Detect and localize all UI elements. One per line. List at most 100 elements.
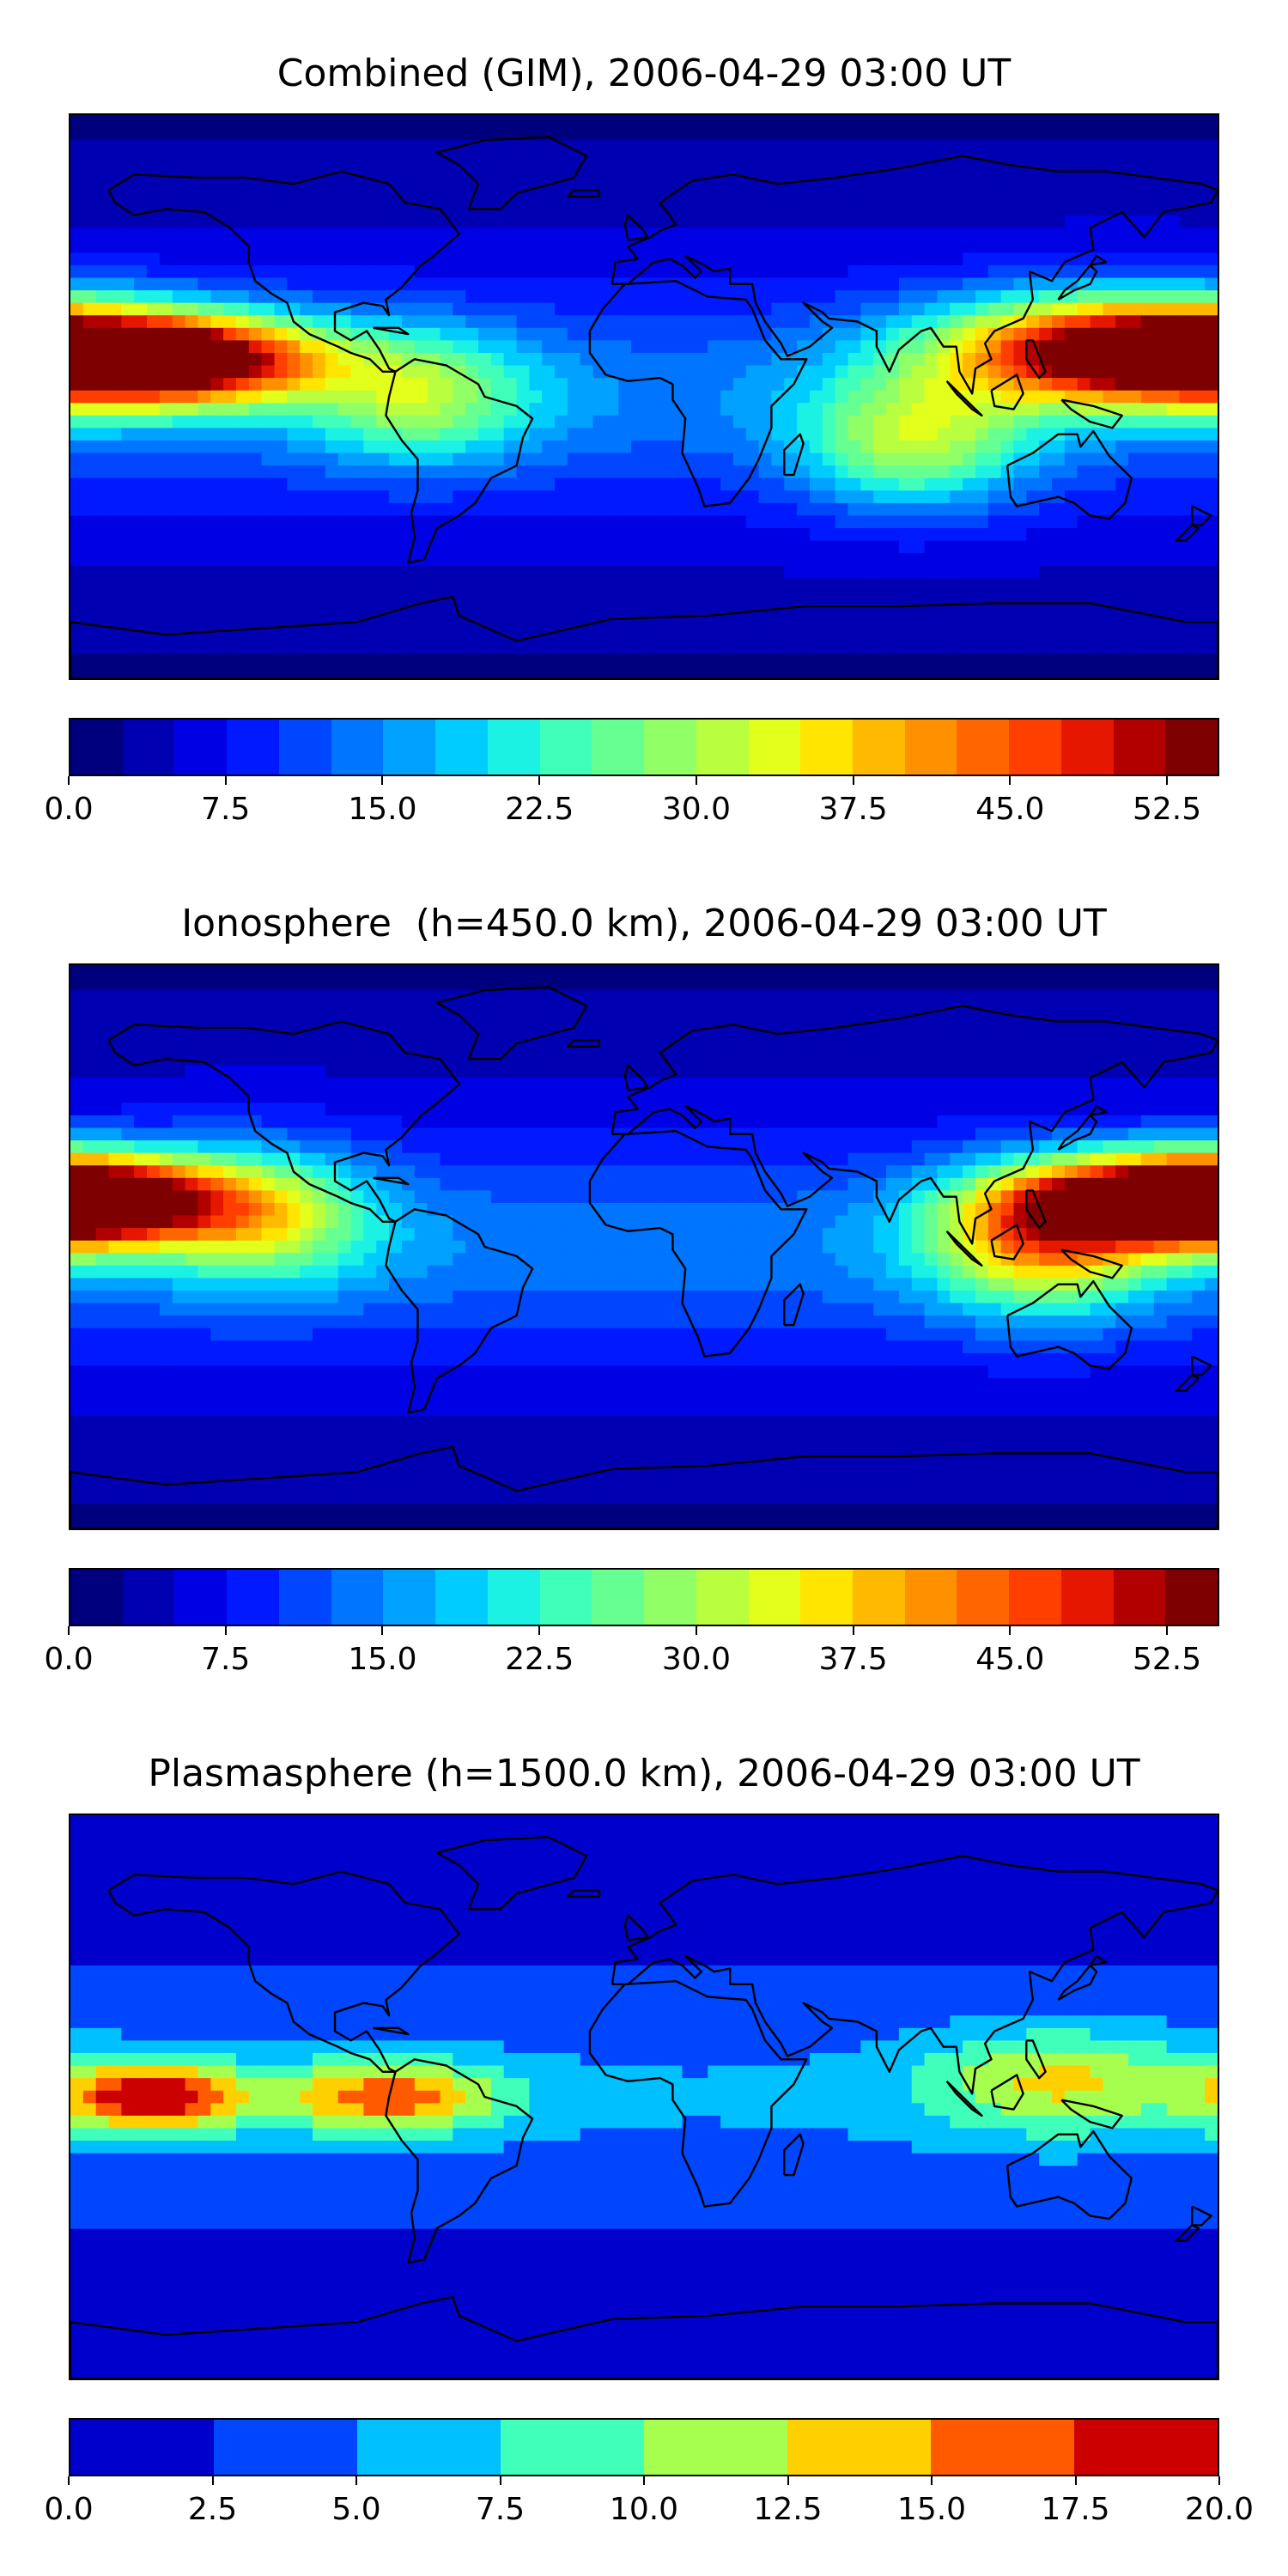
coastlines [70, 986, 1218, 1528]
colorbar-tick-mark [852, 776, 854, 785]
colorbar-segment [227, 720, 279, 775]
colorbar-segment [539, 1570, 592, 1625]
colorbar-tick-mark [1218, 2476, 1220, 2485]
panel-title-combined: Combined (GIM), 2006-04-29 03:00 UT [276, 52, 1012, 95]
colorbar-segment [435, 720, 488, 775]
coastline [435, 1836, 588, 1911]
coastline [107, 1870, 460, 2073]
coastline [1025, 1189, 1047, 1230]
map-ionosphere [69, 963, 1219, 1530]
tec-field [70, 140, 1218, 654]
coastline [1089, 254, 1108, 267]
colorbar-tick-mark [381, 776, 384, 785]
coastline [70, 2296, 1218, 2379]
colorbar-segment [1113, 720, 1166, 775]
colorbar-segment [787, 2420, 931, 2475]
colorbar-tick-label: 30.0 [661, 1642, 731, 1677]
colorbar-tick-label: 7.5 [201, 1642, 251, 1677]
coastline [611, 1855, 1218, 2095]
coastline [1175, 524, 1200, 542]
colorbar-ionosphere [69, 1568, 1219, 1626]
coastline [107, 170, 460, 373]
colorbar-segment [748, 1570, 801, 1625]
colorbar-segment [853, 1570, 905, 1625]
coastline [783, 433, 805, 477]
colorbar-tick-label: 37.5 [818, 1642, 888, 1677]
colorbar-tick-label: 2.5 [187, 2492, 238, 2527]
colorbar-segment [800, 720, 854, 775]
coastline [783, 1283, 805, 1327]
coastline [1191, 505, 1212, 526]
colorbar-tick-label: 22.5 [505, 1642, 574, 1677]
coastline [990, 374, 1024, 410]
coastline [990, 1224, 1024, 1261]
coastline [373, 1176, 410, 1186]
coastline [623, 1914, 648, 1941]
coastline [1060, 1249, 1123, 1279]
coastline [107, 1020, 460, 1223]
coastline [611, 155, 1218, 395]
colorbar-tick-mark [931, 2476, 933, 2485]
colorbar-segment [539, 720, 592, 775]
coastline [1005, 1279, 1133, 1370]
coastline [435, 986, 588, 1060]
coastline [1191, 2205, 1212, 2227]
coastline [611, 1005, 1218, 1245]
colorbar-tick-label: 22.5 [505, 792, 574, 827]
colorbar-tick-label: 15.0 [348, 792, 417, 827]
coastline [1057, 1964, 1098, 2002]
colorbar-segment [957, 720, 1010, 775]
colorbar-tick-label: 30.0 [661, 792, 731, 827]
colorbar-tick-mark [224, 1626, 227, 1635]
colorbar-segment [487, 1570, 540, 1625]
coastline [1057, 264, 1098, 301]
colorbar-segment [174, 720, 228, 775]
colorbar-tick-label: 37.5 [818, 792, 888, 827]
colorbar-segment [174, 1570, 228, 1625]
map-plasmasphere [69, 1814, 1219, 2380]
colorbar-tick-mark [538, 776, 541, 785]
coastline [1191, 1355, 1212, 1376]
colorbar-tick-mark [787, 2476, 789, 2485]
colorbar-tick-label: 0.0 [44, 2492, 94, 2527]
colorbar-tick-label: 0.0 [44, 1642, 94, 1677]
colorbar-segment [383, 1570, 436, 1625]
colorbar-tick-mark [695, 776, 697, 785]
colorbar-segment [800, 1570, 854, 1625]
colorbar-tick-mark [1166, 1626, 1169, 1635]
coastlines [70, 136, 1218, 678]
colorbar-tick-mark [211, 2476, 214, 2485]
colorbar-segment [278, 1570, 331, 1625]
map-svg-plasmasphere [70, 1815, 1218, 2379]
colorbar-segment [592, 1570, 645, 1625]
colorbar-tick-mark [695, 1626, 697, 1635]
colorbar-tick-label: 5.0 [331, 2492, 381, 2527]
colorbar-tick-label: 15.0 [896, 2492, 967, 2527]
colorbar-tick-mark [68, 2476, 70, 2485]
colorbar-tick-mark [538, 1626, 541, 1635]
colorbar-segment [931, 2420, 1074, 2475]
colorbar-segment [1074, 2420, 1218, 2475]
colorbar-segment [357, 2420, 501, 2475]
coastline [588, 279, 808, 507]
coastline [1025, 2039, 1047, 2080]
coastline [1057, 1114, 1098, 1151]
colorbar-segment [957, 1570, 1010, 1625]
colorbar-segment [70, 1570, 123, 1625]
colorbar-segment [592, 720, 645, 775]
colorbar-tick-mark [224, 776, 227, 785]
coastline [567, 1039, 601, 1048]
coastline [623, 214, 648, 241]
colorbar-segment [696, 1570, 749, 1625]
coastline [623, 1064, 648, 1091]
colorbar-tick-label: 52.5 [1133, 792, 1202, 827]
colorbar-segment [1060, 720, 1114, 775]
colorbar-combined [69, 718, 1219, 776]
tec-field [70, 990, 1218, 1504]
coastline [1089, 1104, 1108, 1117]
coastline [945, 380, 983, 417]
coastline [373, 2026, 410, 2036]
colorbar-segment [1165, 1570, 1218, 1625]
colorbar-segment [1009, 720, 1061, 775]
colorbar-tick-label: 7.5 [475, 2492, 526, 2527]
